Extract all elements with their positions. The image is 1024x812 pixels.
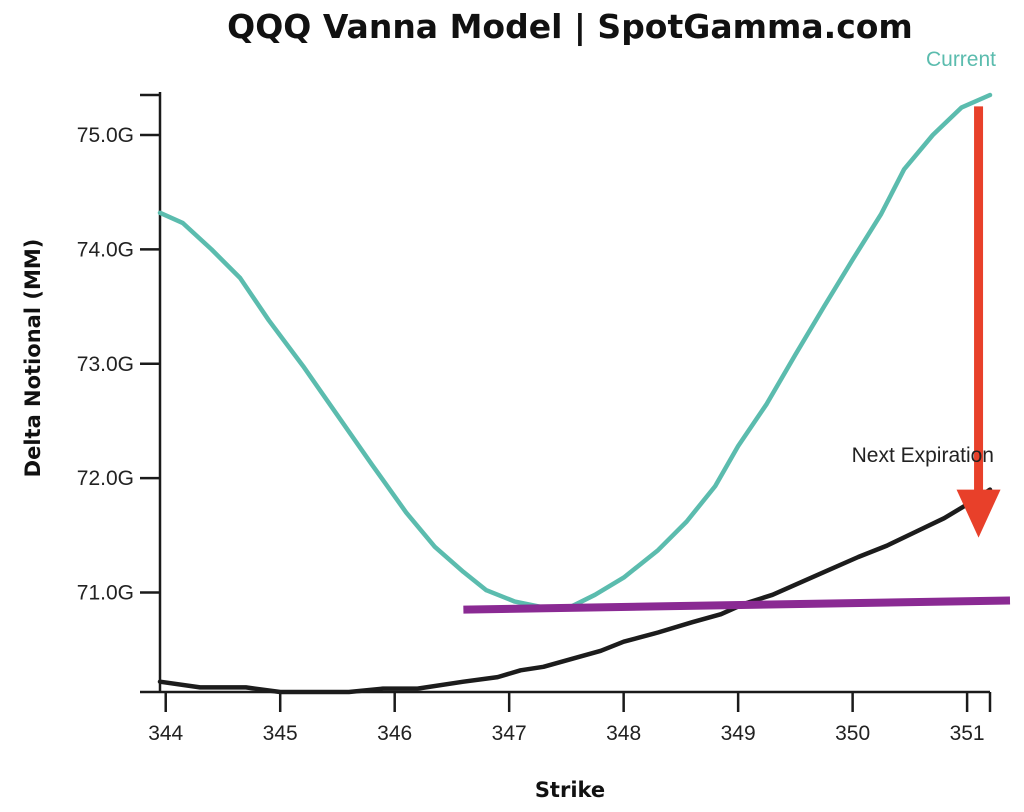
x-axis-title: Strike <box>535 778 605 802</box>
x-tick-label: 349 <box>721 722 756 745</box>
y-tick-label: 71.0G <box>77 582 134 605</box>
x-tick-label: 350 <box>835 722 870 745</box>
y-ticks: 71.0G 72.0G 73.0G 74.0G 75.0G <box>77 93 160 694</box>
series-lines <box>157 92 993 695</box>
y-tick-label: 72.0G <box>77 467 134 490</box>
red-arrow-head <box>956 489 1001 538</box>
x-tick-label: 348 <box>606 722 641 745</box>
series-line-current <box>157 92 993 610</box>
y-tick-label: 73.0G <box>77 353 134 376</box>
purple-trend-line <box>463 596 1011 614</box>
series-label-next-expiration: Next Expiration <box>852 444 994 467</box>
series-line-next-expiration <box>157 487 993 695</box>
x-tick-label: 345 <box>263 722 298 745</box>
chart-title: QQQ Vanna Model | SpotGamma.com <box>227 7 913 46</box>
y-axis-title: Delta Notional (MM) <box>21 239 45 478</box>
x-tick-label: 346 <box>377 722 412 745</box>
x-tick-label: 351 <box>950 722 985 745</box>
y-tick-label: 74.0G <box>77 238 134 261</box>
x-tick-label: 344 <box>148 722 183 745</box>
series-label-current: Current <box>926 48 996 71</box>
x-tick-label: 347 <box>492 722 527 745</box>
y-tick-label: 75.0G <box>77 124 134 147</box>
x-ticks: 344 345 346 347 348 349 350 351 <box>148 692 992 745</box>
annotations <box>463 106 1011 614</box>
